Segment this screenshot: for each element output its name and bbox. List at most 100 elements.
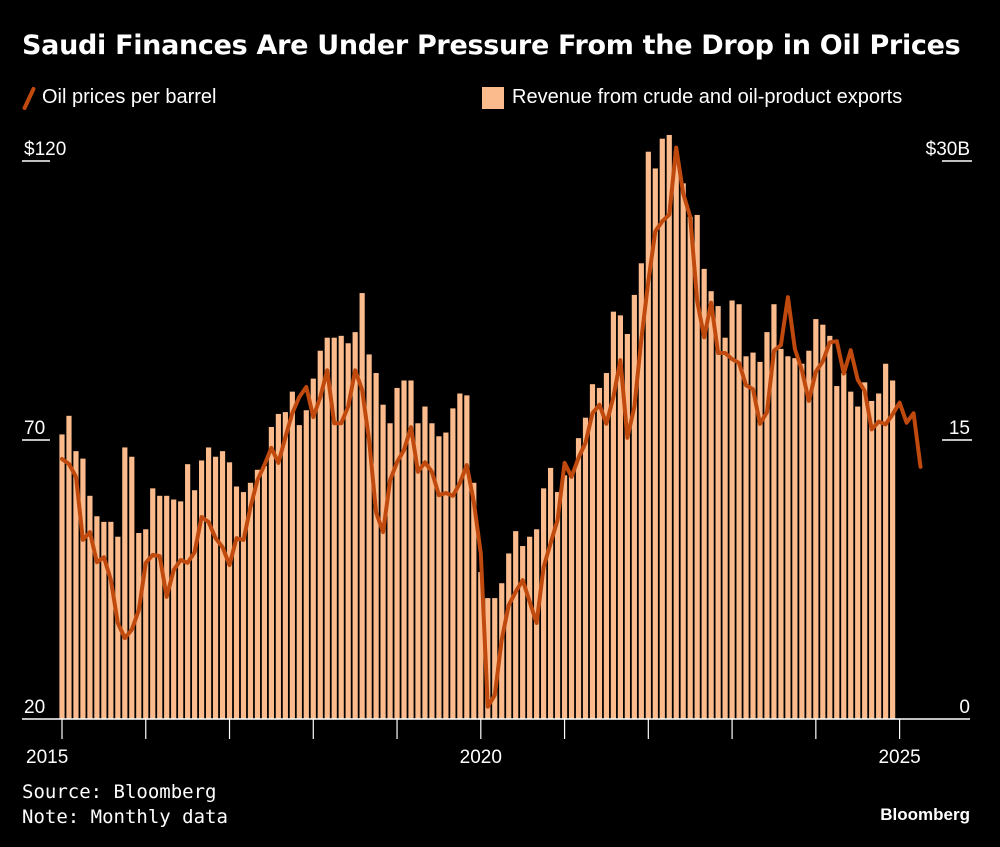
revenue-bar xyxy=(855,406,861,719)
revenue-bar xyxy=(596,387,603,719)
revenue-bar xyxy=(729,300,735,719)
x-axis-tick-label: 2020 xyxy=(460,747,502,768)
revenue-bar xyxy=(834,386,840,719)
revenue-bar xyxy=(80,458,86,719)
revenue-bar xyxy=(94,516,100,719)
data-note: Note: Monthly data xyxy=(22,806,228,828)
revenue-bar xyxy=(226,462,233,719)
revenue-bar xyxy=(289,391,295,719)
chart-title: Saudi Finances Are Under Pressure From t… xyxy=(22,30,961,61)
revenue-bar xyxy=(338,335,344,719)
revenue-bar xyxy=(785,356,791,719)
revenue-bar xyxy=(192,490,198,719)
revenue-bar xyxy=(87,495,93,719)
revenue-bar xyxy=(624,333,630,719)
revenue-bar xyxy=(750,352,756,719)
revenue-bar xyxy=(541,488,547,719)
revenue-bar xyxy=(136,533,142,719)
legend-label-revenue: Revenue from crude and oil-product expor… xyxy=(512,86,903,108)
revenue-bar xyxy=(443,432,449,719)
revenue-bar xyxy=(701,268,707,719)
revenue-bar xyxy=(436,436,442,719)
revenue-bar xyxy=(464,395,470,719)
revenue-bar xyxy=(673,151,679,719)
revenue-bar xyxy=(219,451,226,719)
revenue-bar xyxy=(143,529,149,719)
revenue-bar xyxy=(743,356,749,719)
right-axis-tick-label: $30B xyxy=(926,139,970,160)
revenue-bar xyxy=(205,447,212,719)
revenue-bar xyxy=(331,337,337,719)
revenue-bar xyxy=(813,319,819,719)
revenue-bar xyxy=(659,138,665,719)
x-axis-tick-label: 2025 xyxy=(878,747,920,768)
revenue-bar xyxy=(652,168,658,719)
revenue-bar xyxy=(527,536,533,719)
revenue-bar xyxy=(680,183,686,719)
revenue-bar xyxy=(645,151,651,719)
revenue-bar xyxy=(631,294,637,719)
revenue-bar xyxy=(394,387,400,719)
revenue-bar xyxy=(883,363,889,719)
revenue-bar xyxy=(492,598,498,719)
revenue-bar xyxy=(841,373,847,719)
revenue-bar xyxy=(890,380,896,719)
revenue-bar xyxy=(708,291,714,719)
revenue-bar xyxy=(164,495,170,719)
right-axis-tick-label: 15 xyxy=(949,418,970,439)
bar-swatch-icon xyxy=(482,86,504,109)
revenue-bar xyxy=(233,486,240,719)
revenue-bar xyxy=(820,324,826,719)
x-axis-tick-label: 2015 xyxy=(26,747,68,768)
revenue-bar xyxy=(506,553,512,719)
source-note: Source: Bloomberg xyxy=(22,781,217,803)
revenue-bar xyxy=(764,332,770,719)
revenue-bar xyxy=(108,521,114,719)
bloomberg-logo: Bloomberg xyxy=(880,805,970,824)
revenue-bar xyxy=(806,350,812,719)
revenue-bar xyxy=(575,438,582,719)
revenue-bar xyxy=(387,423,393,719)
revenue-bar xyxy=(687,216,693,720)
revenue-bar xyxy=(199,460,205,719)
revenue-bar xyxy=(268,426,274,719)
revenue-bar xyxy=(450,408,456,719)
revenue-bar xyxy=(408,380,414,719)
revenue-bar xyxy=(296,425,302,719)
revenue-bar xyxy=(101,521,107,719)
legend-label-oil-price: Oil prices per barrel xyxy=(42,86,217,108)
revenue-bar xyxy=(722,337,728,719)
revenue-bar xyxy=(638,263,644,719)
revenue-bar xyxy=(261,466,268,719)
revenue-bar xyxy=(757,361,763,719)
revenue-bar xyxy=(122,447,128,719)
revenue-bar xyxy=(617,315,623,719)
revenue-bar xyxy=(736,304,742,719)
revenue-bar xyxy=(554,492,561,719)
revenue-bar xyxy=(869,400,875,719)
revenue-bar xyxy=(247,482,254,719)
revenue-bar xyxy=(380,404,386,719)
revenue-bar xyxy=(359,293,365,719)
revenue-bar xyxy=(240,492,247,719)
revenue-bar xyxy=(485,598,491,719)
legend-item-oil-price: Oil prices per barrel xyxy=(22,86,217,109)
left-axis-tick-label: $120 xyxy=(24,139,66,160)
revenue-bar xyxy=(185,464,191,719)
revenue-bar xyxy=(73,451,79,719)
revenue-bar xyxy=(862,382,868,719)
revenue-bar xyxy=(603,373,610,719)
right-axis-tick-label: 0 xyxy=(959,697,970,718)
revenue-bar xyxy=(478,572,484,719)
revenue-bar xyxy=(520,546,526,719)
revenue-bar xyxy=(792,358,798,719)
revenue-bar xyxy=(275,413,281,719)
revenue-bar xyxy=(115,536,121,719)
revenue-bar xyxy=(876,393,882,719)
revenue-bar xyxy=(827,335,833,719)
revenue-bar xyxy=(254,469,261,719)
revenue-bar xyxy=(513,531,519,719)
revenue-bar xyxy=(150,488,156,719)
revenue-bar xyxy=(401,380,407,719)
